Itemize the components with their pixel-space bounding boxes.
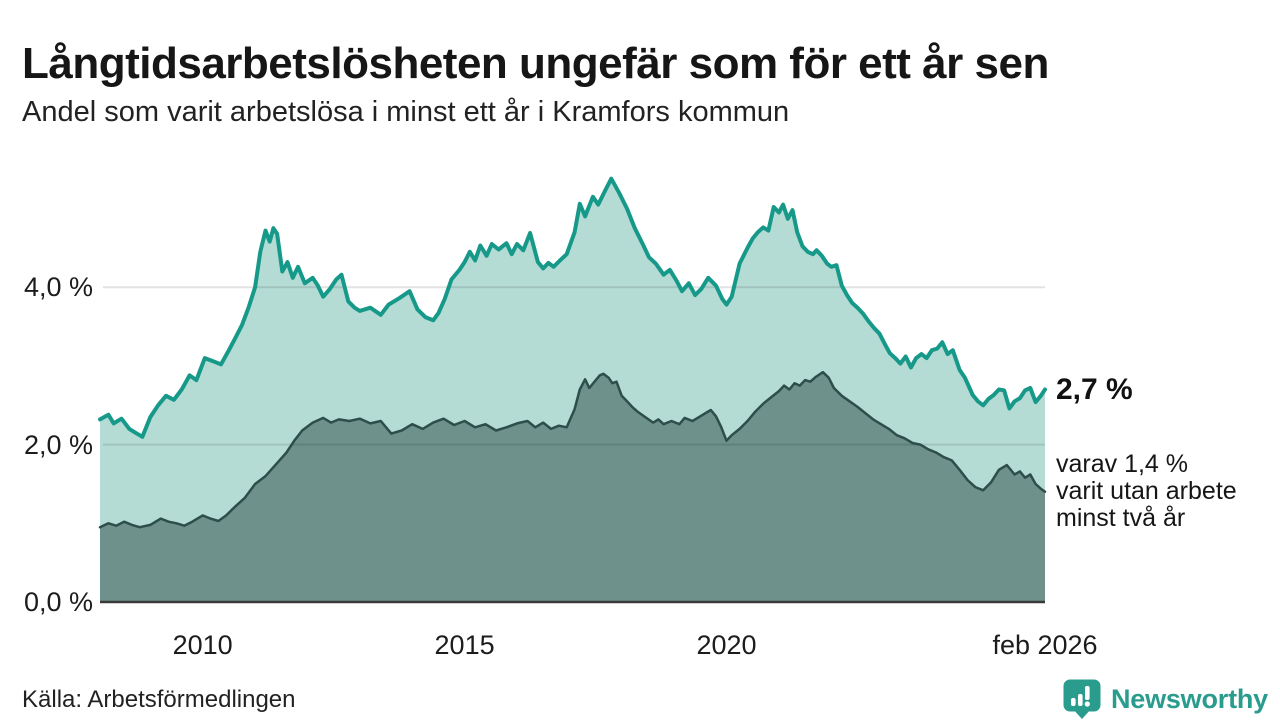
newsworthy-logo-icon	[1062, 678, 1102, 720]
chart-subtitle: Andel som varit arbetslösa i minst ett å…	[22, 96, 790, 128]
newsworthy-wordmark: Newsworthy	[1110, 683, 1268, 714]
series-area-2	[100, 372, 1045, 602]
x-axis-label-1: 2015	[434, 630, 495, 660]
y-axis-label-2: 2,0 %	[23, 429, 93, 460]
series-line-2	[98, 370, 1047, 529]
y-axis-label-0: 0,0 %	[23, 587, 93, 617]
x-axis-label-2: 2020	[696, 630, 757, 660]
page-title: Långtidsarbetslösheten ungefär som för e…	[22, 39, 1049, 89]
source-caption: Källa: Arbetsförmedlingen	[22, 686, 296, 713]
y-axis-label-4: 4,0 %	[23, 272, 93, 303]
endpoint-note-label: varav 1,4 % varit utan arbete minst två …	[1056, 449, 1237, 532]
series-line-1	[98, 176, 1047, 439]
x-axis-label-3: feb 2026	[992, 630, 1098, 660]
endpoint-value-label: 2,7 %	[1056, 372, 1133, 406]
newsworthy-logo: Newsworthy	[1062, 678, 1268, 720]
x-axis-label-0: 2010	[172, 630, 233, 660]
